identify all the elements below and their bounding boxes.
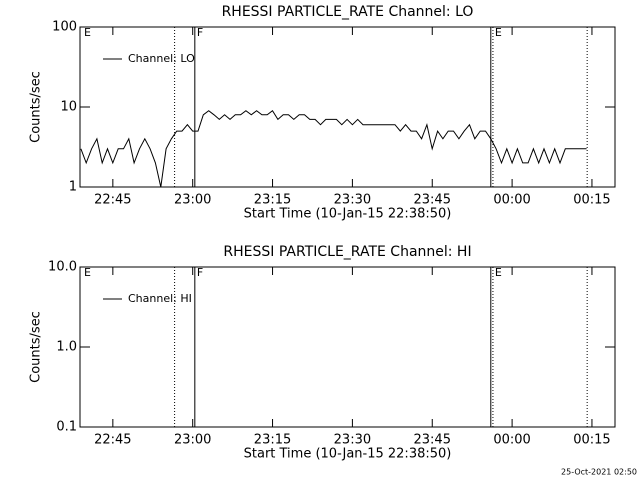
event-label: E (84, 266, 91, 279)
event-label: E (495, 266, 502, 279)
x-tick-label: 23:00 (174, 193, 211, 208)
footer: 25-Oct-2021 02:50 (561, 468, 637, 477)
chart-title: RHESSI PARTICLE_RATE Channel: LO (222, 4, 474, 20)
y-tick-label: 10 (60, 100, 77, 115)
x-tick-label: 23:30 (334, 193, 371, 208)
legend-label: Channel: LO (128, 52, 195, 65)
x-tick-label: 00:15 (573, 433, 610, 448)
x-tick-label: 23:45 (414, 193, 451, 208)
x-tick-label: 23:45 (414, 433, 451, 448)
chart-title: RHESSI PARTICLE_RATE Channel: HI (223, 244, 471, 260)
x-tick-label: 23:00 (174, 433, 211, 448)
event-label: F (197, 266, 203, 279)
y-tick-label: 1.0 (56, 340, 77, 355)
y-tick-label: 0.1 (56, 420, 77, 435)
event-label: E (495, 26, 502, 39)
event-label: E (84, 26, 91, 39)
y-tick-label: 1 (69, 180, 77, 195)
legend-label: Channel: HI (128, 292, 192, 305)
y-axis-label: Counts/sec (29, 311, 44, 383)
y-axis-label: Counts/sec (29, 71, 44, 143)
x-axis-label: Start Time (10-Jan-15 22:38:50) (244, 447, 452, 462)
x-tick-label: 00:00 (493, 193, 530, 208)
x-tick-label: 00:15 (573, 193, 610, 208)
y-tick-label: 10.0 (48, 260, 77, 275)
x-tick-label: 23:15 (254, 433, 291, 448)
x-axis-label: Start Time (10-Jan-15 22:38:50) (244, 207, 452, 222)
y-tick-label: 100 (52, 20, 77, 35)
x-tick-label: 23:15 (254, 193, 291, 208)
series-line (80, 109, 587, 188)
x-tick-label: 00:00 (493, 433, 530, 448)
x-tick-label: 22:45 (94, 433, 131, 448)
x-tick-label: 23:30 (334, 433, 371, 448)
event-label: F (197, 26, 203, 39)
x-tick-label: 22:45 (94, 193, 131, 208)
